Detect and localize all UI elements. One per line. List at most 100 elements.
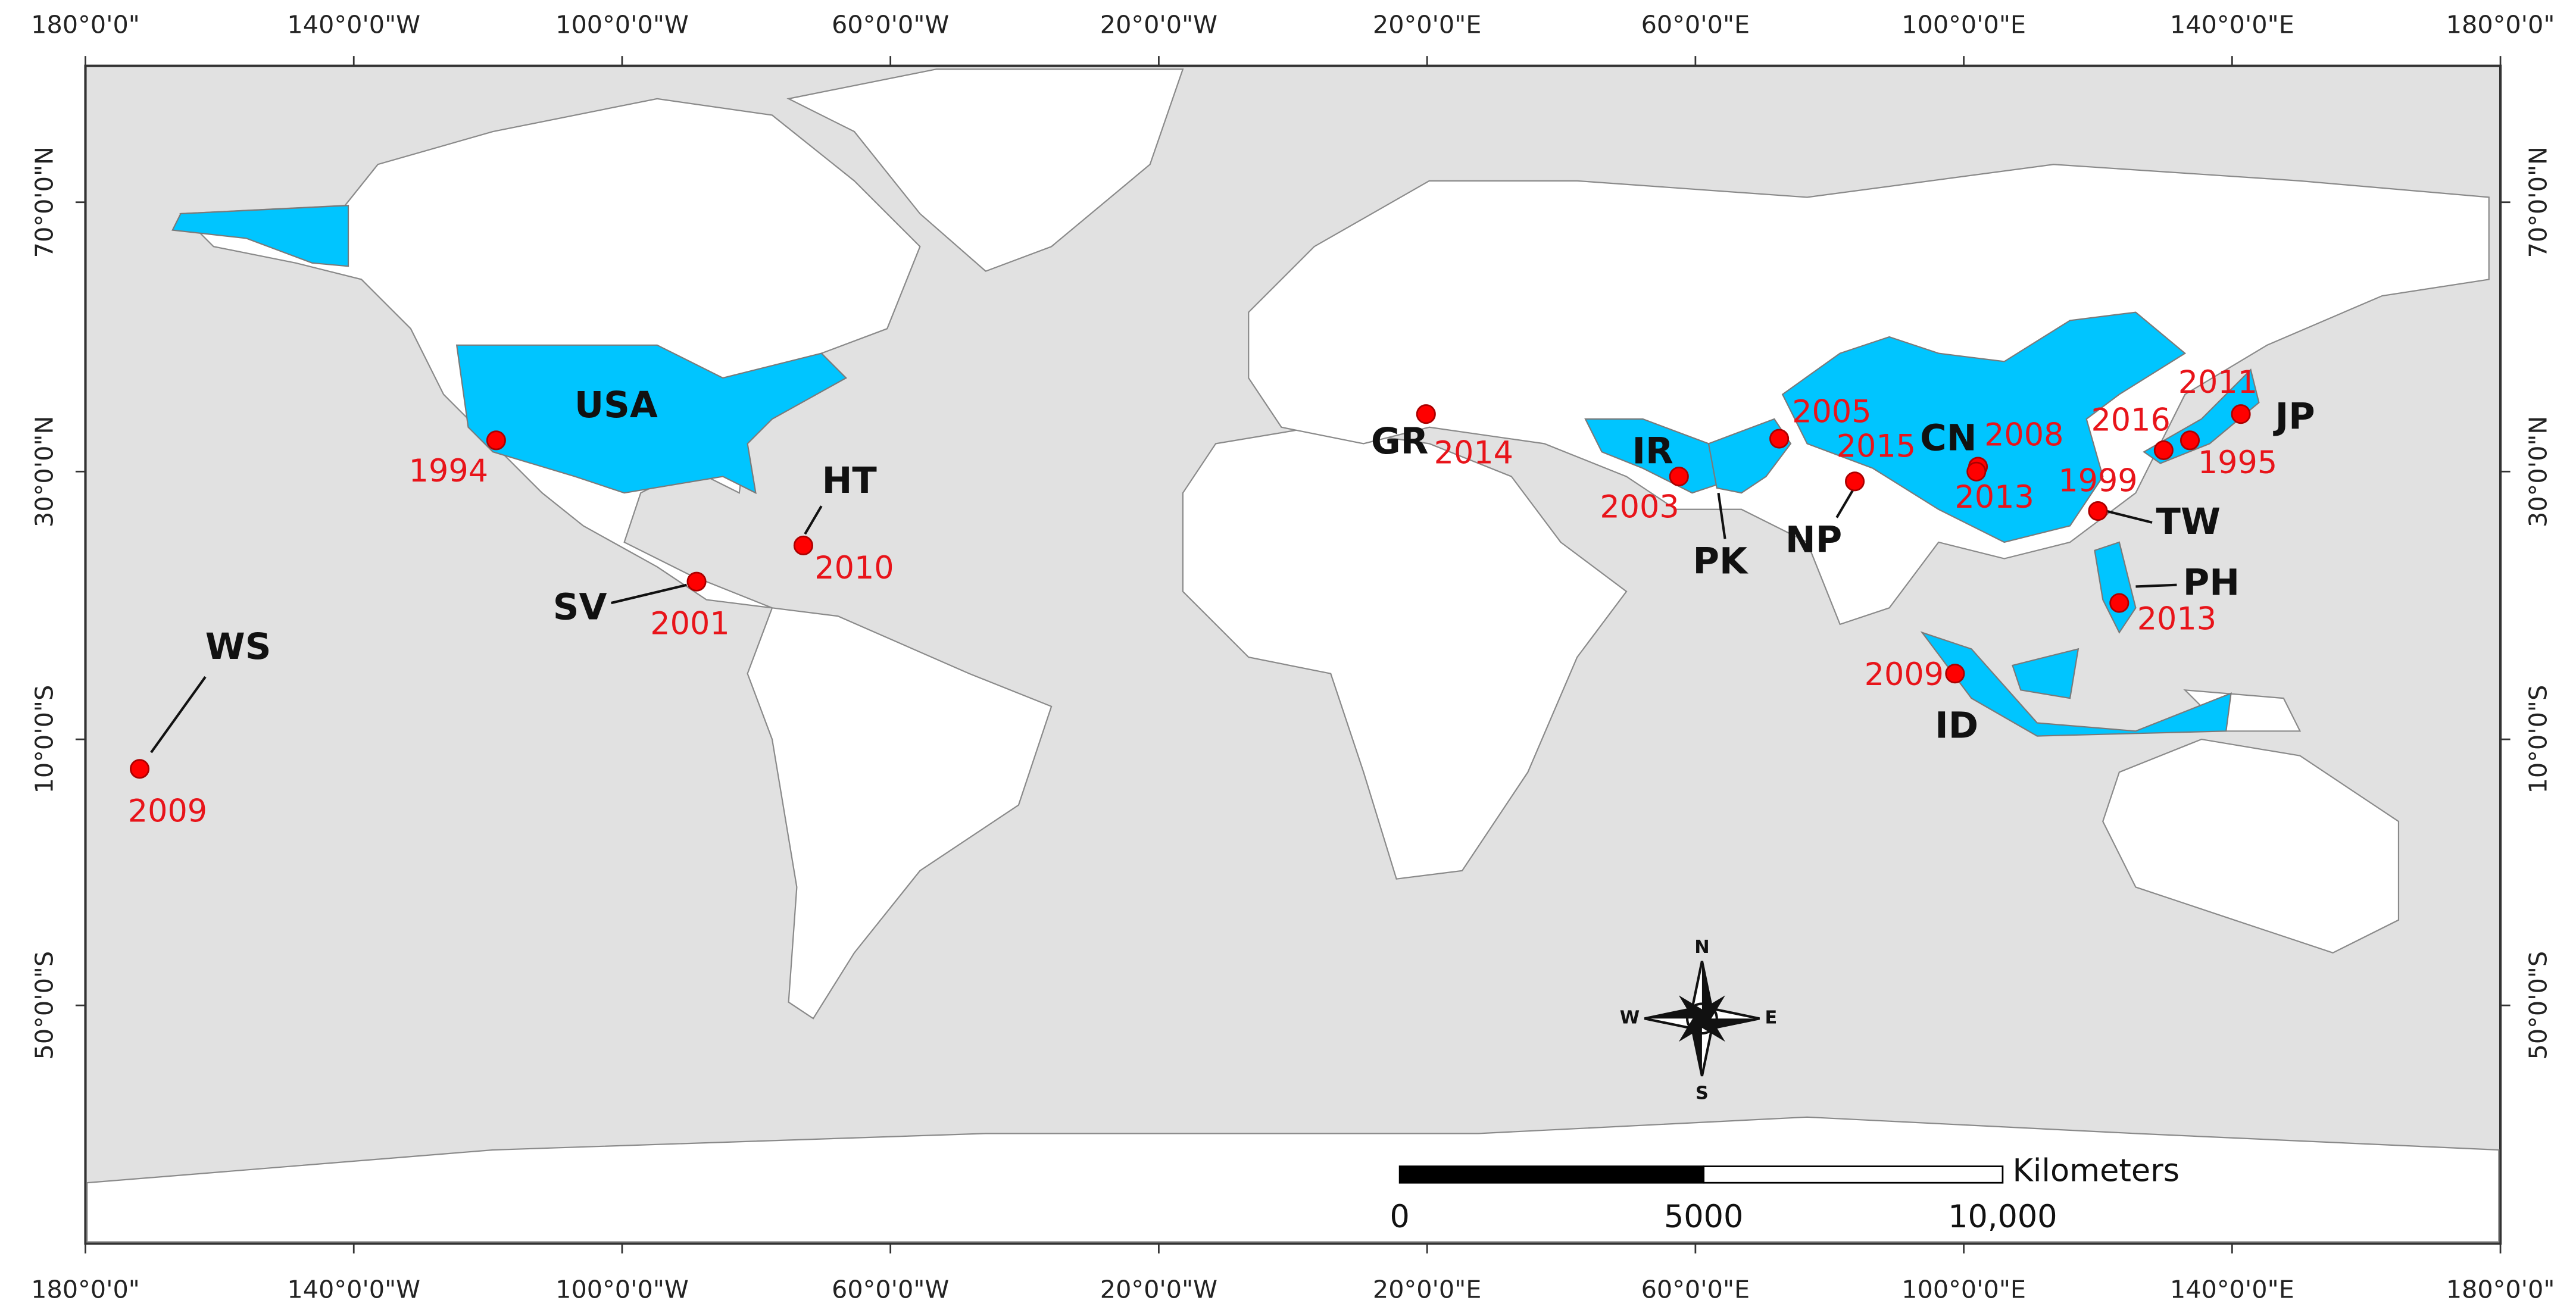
event-year: 2010 — [814, 550, 894, 586]
axis-label-bottom: 180°0'0" — [2446, 1275, 2555, 1304]
axis-label-bottom: 60°0'0"W — [832, 1275, 949, 1304]
event-dot — [2180, 430, 2200, 451]
africa — [1182, 426, 1628, 880]
axis-label-left: 50°0'0"S — [30, 951, 58, 1060]
australia — [2102, 738, 2400, 954]
axis-label-bottom: 140°0'0"W — [287, 1275, 420, 1304]
event-dot — [2088, 501, 2108, 521]
country-code: WS — [205, 626, 271, 668]
axis-label-bottom: 140°0'0"E — [2170, 1275, 2294, 1304]
event-year: 2013 — [2137, 601, 2216, 637]
event-dot — [1416, 404, 1436, 424]
antarctica — [86, 1116, 2500, 1243]
axis-label-top: 100°0'0"W — [555, 10, 689, 39]
compass-diagonal — [1678, 995, 1725, 1042]
event-year: 1995 — [2198, 445, 2277, 481]
indonesia — [1920, 631, 2232, 737]
japan — [2143, 368, 2260, 464]
axis-label-bottom: 180°0'0" — [31, 1275, 140, 1304]
axis-label-right: 50°0'0"S — [2524, 951, 2552, 1060]
event-dot — [793, 535, 813, 556]
event-year: 2009 — [1865, 657, 1944, 693]
compass-south: S — [1696, 1083, 1709, 1104]
event-dot — [2231, 404, 2251, 424]
event-year: 1994 — [409, 453, 488, 489]
event-year: 1999 — [2058, 463, 2137, 499]
scale-label: 10,000 — [1948, 1199, 2057, 1235]
axis-label-top: 20°0'0"W — [1100, 10, 1217, 39]
event-dot — [686, 571, 707, 592]
scale-label: 5000 — [1664, 1199, 1743, 1235]
event-year: 2016 — [2091, 402, 2170, 439]
greenland — [786, 68, 1184, 272]
alaska — [171, 205, 349, 267]
leader-line — [804, 505, 823, 535]
axis-label-right: 10°0'0"S — [2524, 685, 2552, 794]
land — [86, 68, 2500, 1243]
event-dot — [1844, 471, 1865, 492]
leader-line — [1835, 489, 1854, 518]
axis-label-left: 70°0'0"N — [30, 146, 58, 258]
event-year: 2015 — [1837, 429, 1916, 465]
compass-shade — [1644, 961, 1760, 1076]
leader-line — [1717, 492, 1726, 539]
country-code: PK — [1693, 540, 1748, 582]
compass — [1644, 961, 1760, 1077]
country-code: GR — [1371, 421, 1429, 462]
event-dot — [1669, 467, 1689, 487]
axis-label-top: 60°0'0"E — [1641, 10, 1750, 39]
country-code: IR — [1632, 431, 1673, 473]
axis-label-top: 140°0'0"W — [287, 10, 420, 39]
borneo — [2012, 648, 2079, 699]
compass-east: E — [1765, 1008, 1777, 1029]
country-code: USA — [574, 385, 658, 426]
axis-label-top: 60°0'0"W — [832, 10, 949, 39]
axis-label-top: 180°0'0" — [31, 10, 140, 39]
country-code: HT — [822, 460, 878, 502]
scale-unit: Kilometers — [2012, 1153, 2180, 1189]
event-year: 2003 — [1600, 489, 1679, 526]
axis-label-right: 70°0'0"N — [2524, 146, 2552, 258]
event-year: 2009 — [128, 793, 207, 829]
scale-label: 0 — [1390, 1199, 1409, 1235]
axis-label-bottom: 100°0'0"W — [555, 1275, 689, 1304]
axis-label-right: 30°0'0"N — [2524, 416, 2552, 527]
event-dot — [2109, 593, 2130, 613]
axis-label-top: 180°0'0" — [2446, 10, 2555, 39]
country-code: SV — [553, 587, 607, 629]
leader-line — [150, 676, 207, 754]
event-dot — [2153, 440, 2174, 460]
event-dot — [1945, 664, 1965, 684]
country-code: JP — [2273, 396, 2315, 438]
compass-west: W — [1620, 1008, 1640, 1029]
leader-line — [2135, 583, 2177, 588]
axis-label-bottom: 60°0'0"E — [1641, 1275, 1750, 1304]
usa — [455, 344, 847, 495]
compass-ring — [1686, 1002, 1718, 1035]
axis-label-bottom: 100°0'0"E — [1901, 1275, 2026, 1304]
axis-label-bottom: 20°0'0"E — [1373, 1275, 1482, 1304]
scale-bar-black — [1398, 1165, 1705, 1184]
axis-label-bottom: 20°0'0"W — [1100, 1275, 1217, 1304]
scale-bar-white — [1703, 1165, 2004, 1184]
event-year: 2008 — [1984, 417, 2063, 453]
country-code: ID — [1935, 705, 1978, 746]
country-code: NP — [1785, 520, 1842, 561]
leader-line — [2106, 509, 2153, 524]
axis-label-top: 140°0'0"E — [2170, 10, 2294, 39]
south-america — [747, 607, 1053, 1020]
event-year: 2011 — [2178, 364, 2257, 401]
event-year: 2005 — [1792, 394, 1871, 430]
event-year: 2014 — [1434, 435, 1513, 471]
event-dot — [1966, 461, 1987, 482]
event-dot — [486, 430, 506, 451]
event-year: 2001 — [650, 606, 729, 642]
axis-label-left: 30°0'0"N — [30, 416, 58, 527]
country-code: TW — [2156, 501, 2221, 543]
country-code: CN — [1920, 417, 1977, 459]
compass-north: N — [1694, 937, 1709, 958]
event-dot — [1769, 429, 1790, 449]
china — [1781, 311, 2187, 543]
